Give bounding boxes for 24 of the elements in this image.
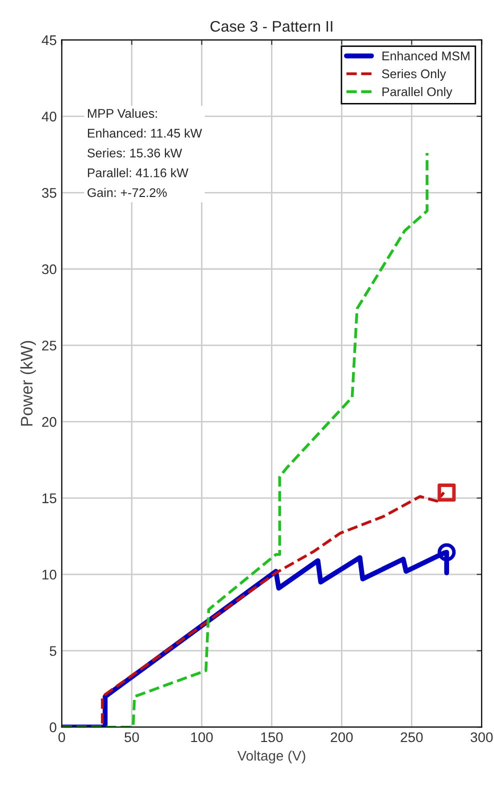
- y-tick-label: 30: [42, 264, 56, 274]
- x-axis-title: Voltage (V): [237, 750, 306, 764]
- y-tick-label: 5: [50, 646, 56, 656]
- x-tick-label: 0: [58, 732, 66, 742]
- annotation: MPP Values: Enhanced: 11.45 kW Series: 15.36 kW Parallel: 41.16 kW Gain: +-72.2%: [88, 108, 202, 198]
- y-tick-label: 20: [42, 417, 56, 427]
- y-axis-title: Power (kW): [20, 341, 36, 426]
- y-tick-label: 10: [42, 570, 56, 580]
- legend-label: Series Only: [382, 69, 446, 81]
- legend-label: Enhanced MSM: [382, 51, 470, 60]
- y-tick-label: 35: [42, 188, 56, 198]
- x-tick-label: 200: [330, 732, 353, 742]
- x-tick-label: 250: [400, 732, 423, 742]
- chart-title: Case 3 - Pattern II: [210, 20, 332, 32]
- y-tick-label: 0: [50, 722, 56, 732]
- x-tick-label: 300: [470, 732, 493, 742]
- y-tick-label: 40: [42, 112, 56, 122]
- y-tick-label: 25: [42, 340, 56, 351]
- x-tick-label: 50: [124, 732, 139, 742]
- x-tick-label: 100: [191, 732, 213, 742]
- y-tick-label: 15: [42, 494, 56, 504]
- y-tick-label: 45: [42, 35, 56, 46]
- legend-label: Parallel Only: [382, 87, 452, 99]
- x-tick-label: 150: [261, 732, 283, 742]
